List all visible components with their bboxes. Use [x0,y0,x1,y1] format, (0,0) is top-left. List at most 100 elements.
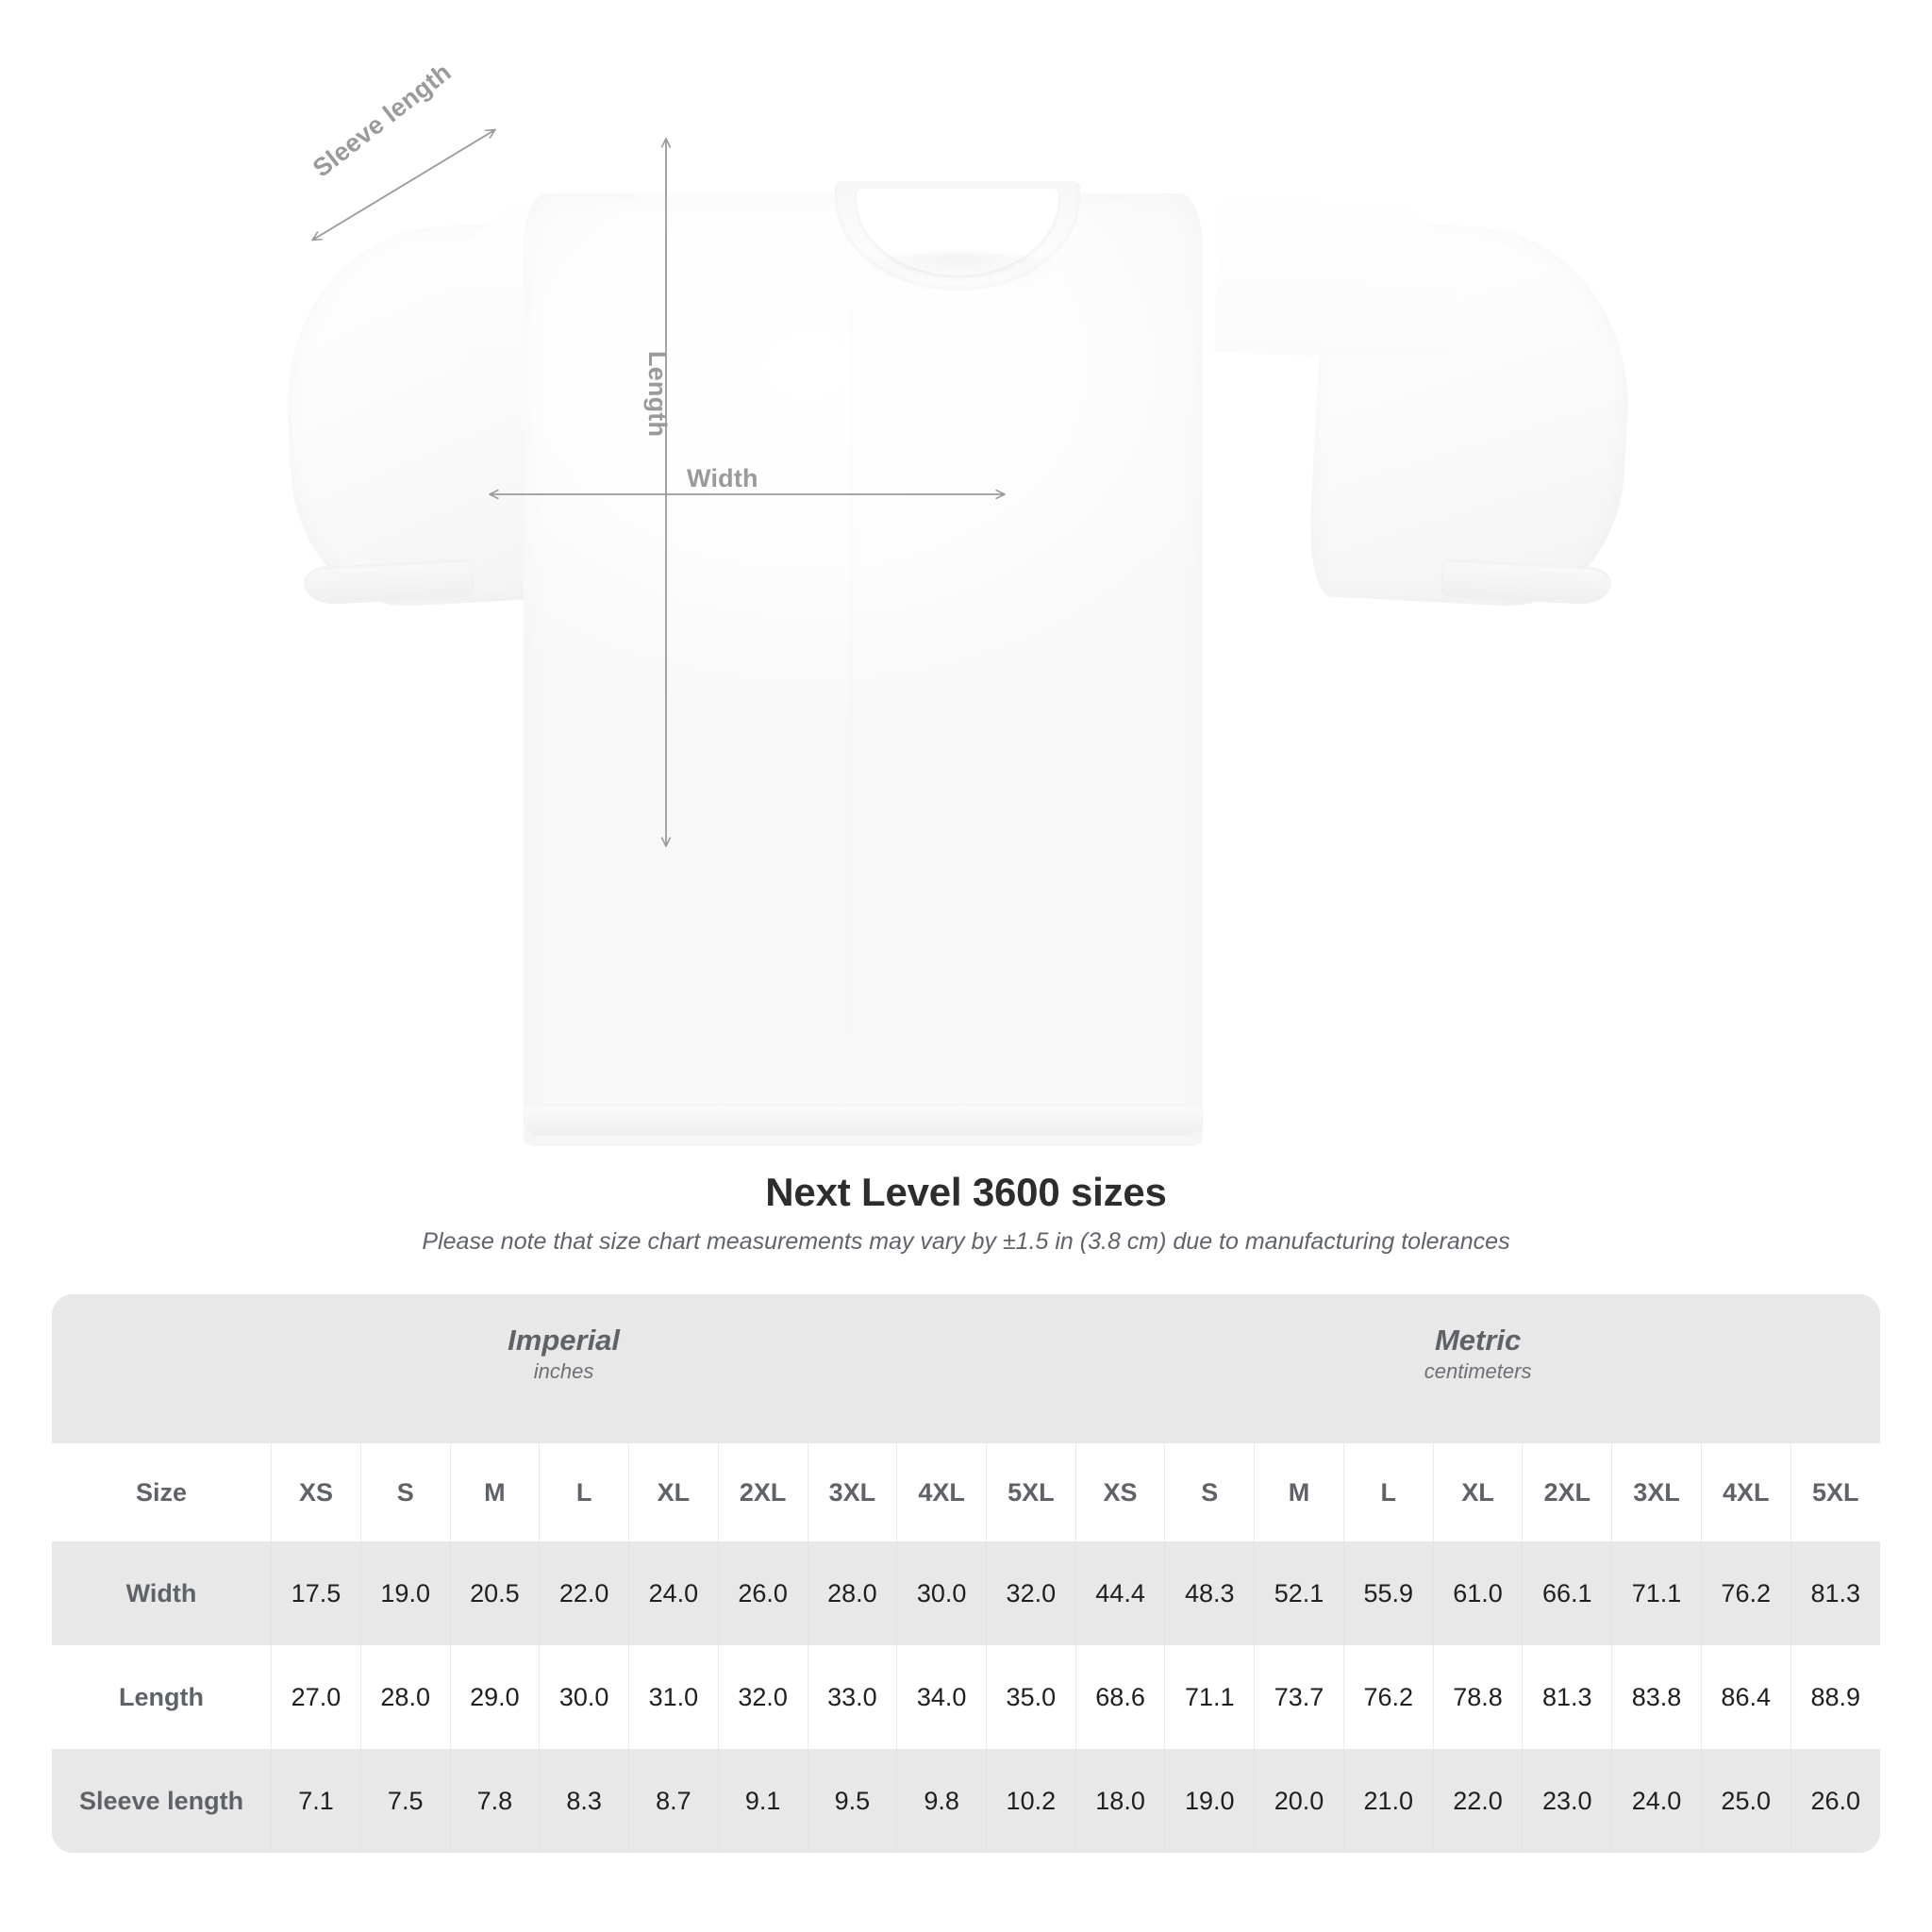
sleeve-cell-7: 9.8 [896,1749,987,1853]
sleeve-cell-8: 10.2 [986,1749,1076,1853]
length-cell-8: 35.0 [986,1645,1076,1749]
sleeve-cell-12: 21.0 [1343,1749,1434,1853]
width-cell-1: 19.0 [360,1541,451,1645]
sleeve-cell-2: 7.8 [450,1749,541,1853]
sleeve-cell-11: 20.0 [1254,1749,1344,1853]
size-col-16: 4XL [1701,1443,1791,1541]
tshirt-illustration [277,142,1638,1146]
size-col-15: 3XL [1611,1443,1702,1541]
heading-block: Next Level 3600 sizes Please note that s… [0,1170,1932,1256]
width-label: Width [687,464,758,492]
size-header-row: Size XS S M L XL 2XL 3XL 4XL 5XL XS S M … [52,1443,1880,1541]
length-cell-4: 31.0 [628,1645,719,1749]
sleeve-cell-14: 23.0 [1522,1749,1613,1853]
width-cell-15: 71.1 [1611,1541,1702,1645]
size-col-13: XL [1433,1443,1524,1541]
sleeve-cell-0: 7.1 [271,1749,361,1853]
length-cell-17: 88.9 [1790,1645,1880,1749]
header-spacer-row [52,1415,1880,1443]
size-table-container: Imperial inches Metric centimeters Size … [52,1294,1880,1853]
header-spacer-cell [52,1415,1880,1443]
size-header-label: Size [52,1443,273,1541]
size-table: Imperial inches Metric centimeters Size … [52,1294,1880,1853]
unit-header-row: Imperial inches Metric centimeters [52,1294,1880,1415]
width-cell-2: 20.5 [450,1541,541,1645]
length-cell-2: 29.0 [450,1645,541,1749]
width-cell-13: 61.0 [1433,1541,1524,1645]
width-cell-14: 66.1 [1522,1541,1613,1645]
size-col-9: XS [1075,1443,1166,1541]
width-cell-12: 55.9 [1343,1541,1434,1645]
table-row-width: Width 17.5 19.0 20.5 22.0 24.0 26.0 28.0… [52,1541,1880,1645]
width-cell-5: 26.0 [718,1541,808,1645]
sleeve-cell-9: 18.0 [1075,1749,1166,1853]
imperial-unit: inches [533,1358,594,1383]
length-cell-12: 76.2 [1343,1645,1434,1749]
length-cell-10: 71.1 [1164,1645,1256,1749]
tshirt-collar-shadow [849,253,1066,291]
length-cell-14: 81.3 [1522,1645,1613,1749]
right-sleeve-cuff [1440,558,1612,606]
table-row-length: Length 27.0 28.0 29.0 30.0 31.0 32.0 33.… [52,1645,1880,1749]
row-label-sleeve-length: Sleeve length [52,1749,273,1853]
size-col-2: M [450,1443,541,1541]
length-cell-9: 68.6 [1075,1645,1166,1749]
size-col-12: L [1343,1443,1434,1541]
size-col-11: M [1254,1443,1344,1541]
row-label-width: Width [52,1541,273,1645]
size-col-3: L [539,1443,630,1541]
width-cell-6: 28.0 [808,1541,898,1645]
tshirt-body [524,193,1203,1146]
tshirt-right-shoulder [1213,182,1457,361]
sleeve-cell-15: 24.0 [1611,1749,1702,1853]
width-cell-16: 76.2 [1701,1541,1791,1645]
row-label-length: Length [52,1645,273,1749]
sleeve-cell-6: 9.5 [808,1749,898,1853]
sleeve-cell-17: 26.0 [1790,1749,1880,1853]
garment-diagram: Sleeve length Length Width [0,0,1932,1151]
sleeve-cell-13: 22.0 [1433,1749,1524,1853]
length-cell-1: 28.0 [360,1645,451,1749]
width-cell-11: 52.1 [1254,1541,1344,1645]
size-col-4: XL [628,1443,719,1541]
metric-title: Metric [1434,1324,1522,1357]
sleeve-cell-3: 8.3 [539,1749,630,1853]
width-cell-4: 24.0 [628,1541,719,1645]
sleeve-cell-1: 7.5 [360,1749,451,1853]
length-cell-11: 73.7 [1254,1645,1344,1749]
metric-header-cell: Metric centimeters [1075,1294,1880,1415]
imperial-title: Imperial [508,1324,621,1357]
length-cell-5: 32.0 [718,1645,808,1749]
length-cell-0: 27.0 [271,1645,361,1749]
size-col-17: 5XL [1790,1443,1880,1541]
length-cell-13: 78.8 [1433,1645,1524,1749]
length-cell-7: 34.0 [896,1645,987,1749]
size-col-8: 5XL [986,1443,1076,1541]
tshirt-hem [524,1104,1203,1136]
left-sleeve-cuff [303,558,475,606]
width-cell-3: 22.0 [539,1541,630,1645]
length-cell-3: 30.0 [539,1645,630,1749]
length-cell-15: 83.8 [1611,1645,1702,1749]
width-cell-8: 32.0 [986,1541,1076,1645]
size-col-7: 4XL [896,1443,987,1541]
metric-unit: centimeters [1424,1358,1532,1383]
size-col-5: 2XL [718,1443,808,1541]
size-col-10: S [1164,1443,1256,1541]
length-cell-16: 86.4 [1701,1645,1791,1749]
sleeve-cell-10: 19.0 [1164,1749,1256,1853]
size-col-0: XS [271,1443,361,1541]
size-col-14: 2XL [1522,1443,1613,1541]
width-cell-7: 30.0 [896,1541,987,1645]
width-cell-17: 81.3 [1790,1541,1880,1645]
width-cell-10: 48.3 [1164,1541,1256,1645]
table-row-sleeve-length: Sleeve length 7.1 7.5 7.8 8.3 8.7 9.1 9.… [52,1749,1880,1853]
tolerance-note: Please note that size chart measurements… [422,1228,1510,1255]
length-label: Length [643,351,672,438]
sleeve-cell-16: 25.0 [1701,1749,1791,1853]
imperial-header-cell: Imperial inches [52,1294,1076,1415]
size-col-1: S [360,1443,451,1541]
size-col-6: 3XL [808,1443,898,1541]
width-cell-0: 17.5 [271,1541,361,1645]
